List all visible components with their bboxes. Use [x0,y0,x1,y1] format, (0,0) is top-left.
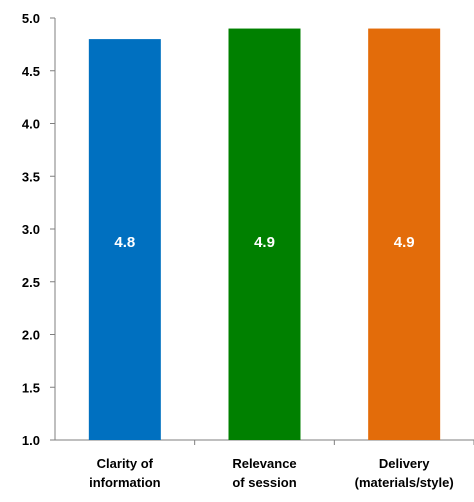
y-tick-label: 4.0 [22,117,40,132]
y-tick-label: 3.5 [22,169,40,184]
x-axis-labels: Clarity of information Relevance of session… [89,456,454,490]
bar [228,28,301,441]
x-category-label: Relevance [232,456,296,471]
x-category-label: Clarity of [97,456,154,471]
x-category-label: Delivery [379,456,430,471]
y-tick-label: 2.5 [22,275,40,290]
x-category-label: (materials/style) [355,475,454,490]
bars [88,28,441,441]
bar [88,39,161,440]
bar-data-label: 4.8 [114,234,135,251]
bar [368,28,441,441]
y-tick-label: 1.0 [22,433,40,448]
x-category-label: of session [232,475,296,490]
bar-data-label: 4.9 [254,234,275,251]
y-tick-label: 2.0 [22,328,40,343]
y-tick-label: 1.5 [22,380,40,395]
x-category-label: information [89,475,161,490]
y-tick-label: 5.0 [22,11,40,26]
data-labels: 4.8 4.9 4.9 [114,234,414,251]
bar-data-label: 4.9 [394,234,415,251]
x-axis-ticks [194,440,474,445]
y-axis-ticks: 1.0 1.5 2.0 2.5 3.0 3.5 4.0 4.5 5.0 [22,11,55,448]
y-tick-label: 4.5 [22,64,40,79]
y-tick-label: 3.0 [22,222,40,237]
